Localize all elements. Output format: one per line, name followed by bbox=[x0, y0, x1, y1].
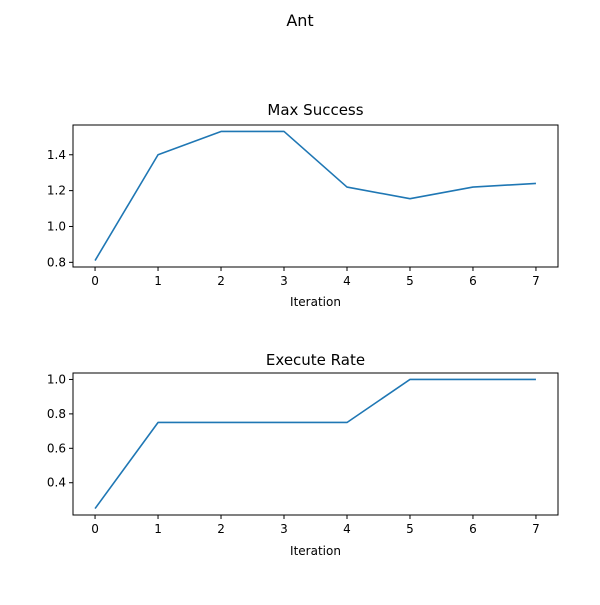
y-tick-label: 1.2 bbox=[47, 184, 66, 198]
x-tick-label: 4 bbox=[343, 522, 351, 536]
x-tick-label: 2 bbox=[217, 522, 225, 536]
x-tick-label: 5 bbox=[406, 274, 414, 288]
y-tick-label: 1.0 bbox=[47, 372, 66, 386]
chart-title: Execute Rate bbox=[266, 351, 365, 369]
chart-title: Max Success bbox=[267, 101, 363, 119]
axes-frame bbox=[72, 372, 559, 516]
y-tick-label: 0.8 bbox=[47, 407, 66, 421]
x-tick-label: 7 bbox=[532, 274, 540, 288]
figure-suptitle: Ant bbox=[286, 11, 313, 30]
x-axis-label: Iteration bbox=[290, 295, 341, 309]
axes-frame bbox=[72, 124, 559, 268]
y-tick-label: 1.4 bbox=[47, 148, 66, 162]
x-tick-label: 2 bbox=[217, 274, 225, 288]
series-line bbox=[94, 130, 536, 261]
x-tick-label: 1 bbox=[154, 522, 162, 536]
x-tick-label: 1 bbox=[154, 274, 162, 288]
y-tick-label: 0.4 bbox=[47, 476, 66, 490]
y-tick-label: 1.0 bbox=[47, 219, 66, 233]
chart-execute-rate: Execute Rate Iteration 0 1 2 3 4 5 6 7 0.4 0.6 0.8… bbox=[47, 351, 559, 558]
y-tick-label: 0.8 bbox=[47, 255, 66, 269]
x-tick-label: 6 bbox=[469, 274, 477, 288]
series-line bbox=[94, 378, 536, 510]
y-tick-label: 0.6 bbox=[47, 441, 66, 455]
x-axis-label: Iteration bbox=[290, 544, 341, 558]
x-tick-label: 0 bbox=[91, 274, 99, 288]
chart-max-success: Max Success Iteration 0 1 2 3 4 5 6 7 0.8 1.0 1.2 1… bbox=[47, 101, 559, 309]
x-tick-label: 4 bbox=[343, 274, 351, 288]
x-tick-label: 5 bbox=[406, 522, 414, 536]
x-tick-label: 6 bbox=[469, 522, 477, 536]
x-tick-label: 3 bbox=[280, 522, 288, 536]
x-tick-label: 0 bbox=[91, 522, 99, 536]
x-tick-label: 7 bbox=[532, 522, 540, 536]
x-tick-label: 3 bbox=[280, 274, 288, 288]
